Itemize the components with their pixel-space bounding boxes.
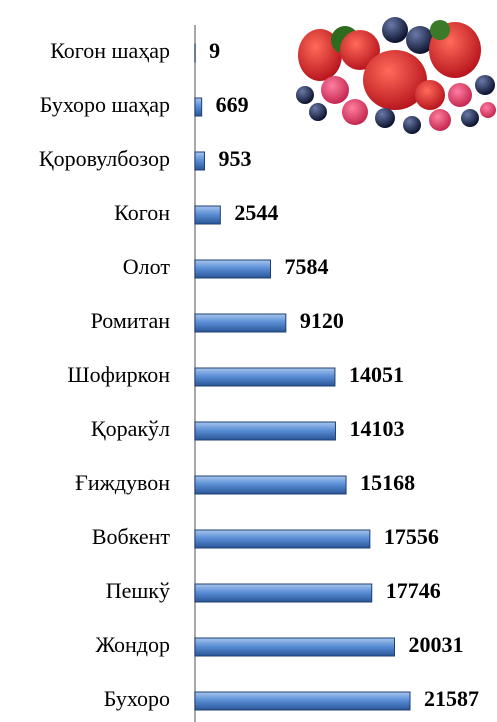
category-label: Олот (123, 254, 171, 279)
value-label: 20031 (409, 632, 464, 657)
value-label: 14103 (349, 416, 404, 441)
category-label: Қоракўл (91, 416, 170, 441)
bar (194, 529, 371, 549)
bar (194, 583, 373, 603)
bar (194, 475, 347, 495)
bar (194, 259, 272, 279)
category-label: Шофиркон (67, 362, 170, 387)
bar (194, 637, 396, 657)
category-label: Ромитан (91, 308, 171, 333)
bar (194, 421, 336, 441)
bar (194, 151, 205, 171)
value-label: 2544 (234, 200, 278, 225)
category-label: Когон шаҳар (50, 38, 170, 63)
value-label: 17746 (386, 578, 441, 603)
value-label: 9 (209, 38, 220, 63)
bar (194, 367, 336, 387)
category-label: Ғиждувон (75, 470, 170, 495)
value-label: 17556 (384, 524, 439, 549)
value-label: 14051 (349, 362, 404, 387)
value-label: 669 (216, 92, 249, 117)
bar (194, 97, 203, 117)
category-label: Бухоро (104, 686, 170, 711)
category-label: Бухоро шаҳар (40, 92, 170, 117)
category-label: Пешкў (106, 578, 170, 603)
value-label: 9120 (300, 308, 344, 333)
value-label: 21587 (424, 686, 479, 711)
category-label: Жондор (95, 632, 170, 657)
category-label: Вобкент (92, 524, 171, 549)
value-label: 7584 (285, 254, 329, 279)
value-label: 15168 (360, 470, 415, 495)
category-label: Қоровулбозор (39, 146, 170, 171)
category-label: Когон (114, 200, 170, 225)
berries-image (296, 17, 496, 134)
bar (194, 205, 221, 225)
bar (194, 691, 411, 711)
bar (194, 313, 287, 333)
value-label: 953 (218, 146, 251, 171)
